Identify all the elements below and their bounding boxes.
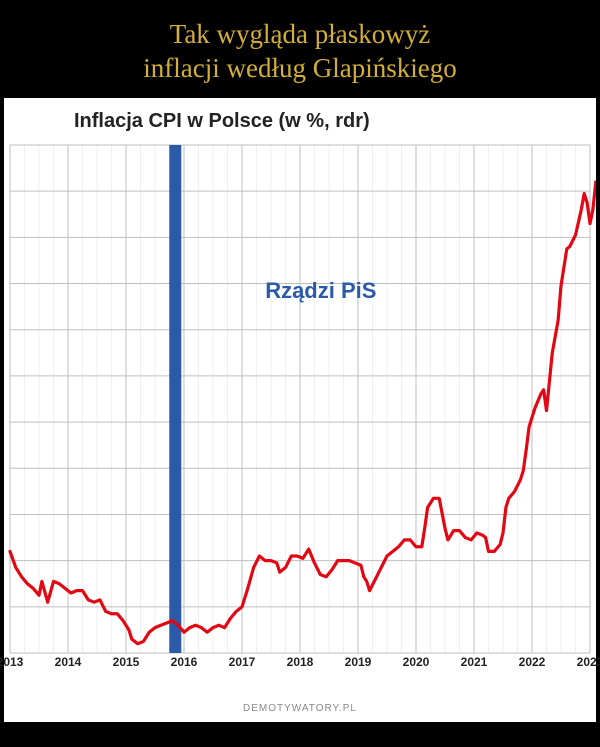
x-axis-tick-label: 2023 — [577, 655, 600, 669]
plot-area: Rządzi PiS 20132014201520162017201820192… — [4, 139, 596, 699]
header-line-1: Tak wygląda płaskowyż — [20, 18, 580, 52]
chart-title: Inflacja CPI w Polsce (w %, rdr) — [4, 98, 596, 139]
x-axis-tick-label: 2021 — [461, 655, 488, 669]
meme-header: Tak wygląda płaskowyż inflacji według Gl… — [0, 0, 600, 98]
x-axis-tick-label: 2018 — [287, 655, 314, 669]
x-axis-tick-label: 2014 — [55, 655, 82, 669]
chart-container: Inflacja CPI w Polsce (w %, rdr) Rządzi … — [4, 98, 596, 722]
x-axis-tick-label: 2019 — [345, 655, 372, 669]
footer-watermark: DEMOTYWATORY.PL — [4, 699, 596, 722]
x-axis-tick-label: 2017 — [229, 655, 256, 669]
x-axis-tick-label: 2020 — [403, 655, 430, 669]
header-line-2: inflacji według Glapińskiego — [20, 52, 580, 86]
x-axis-labels: 2013201420152016201720182019202020212022… — [4, 655, 596, 671]
line-chart-svg — [4, 139, 596, 699]
x-axis-tick-label: 2016 — [171, 655, 198, 669]
x-axis-tick-label: 2013 — [0, 655, 23, 669]
x-axis-tick-label: 2022 — [519, 655, 546, 669]
x-axis-tick-label: 2015 — [113, 655, 140, 669]
